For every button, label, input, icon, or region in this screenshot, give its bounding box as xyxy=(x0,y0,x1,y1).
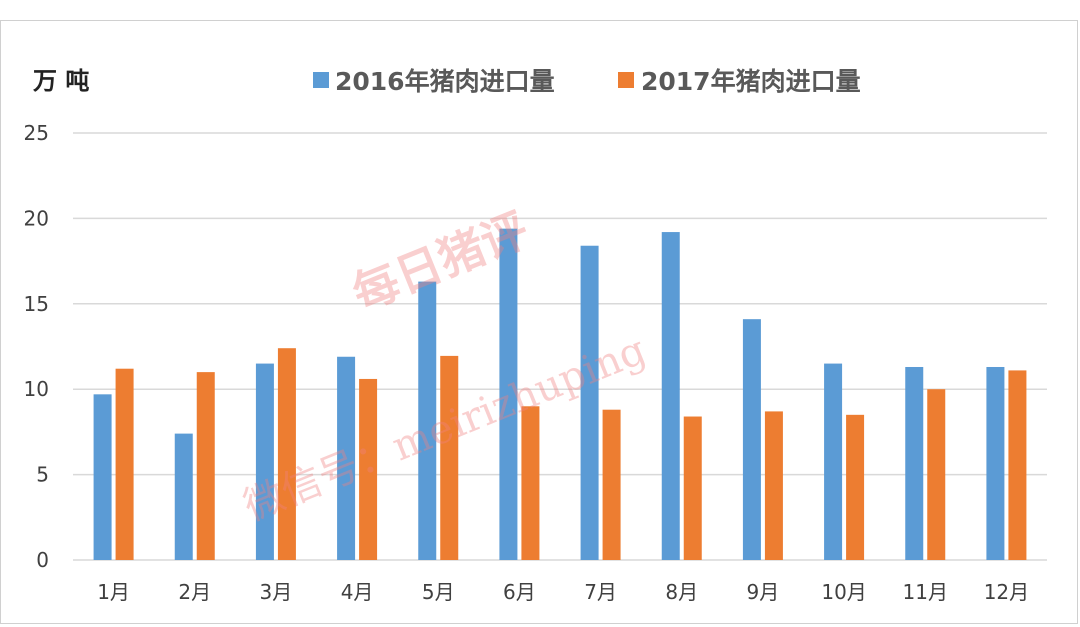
bar-chart: 万 吨 2016年猪肉进口量 2017年猪肉进口量 0 5 10 15 20 25 1月 2… xyxy=(24,67,1047,604)
bars xyxy=(93,228,1027,560)
unit-label: 万 吨 xyxy=(33,67,89,95)
x-tick-label: 1月 xyxy=(97,580,130,604)
bar-2016-7 xyxy=(580,245,599,560)
y-tick-label: 0 xyxy=(36,548,49,572)
x-tick-label: 9月 xyxy=(747,580,780,604)
x-tick-label: 5月 xyxy=(422,580,455,604)
legend-label-2016: 2016年猪肉进口量 xyxy=(335,67,555,96)
x-tick-label: 11月 xyxy=(903,580,948,604)
x-tick-label: 10月 xyxy=(821,580,866,604)
legend-label-2017: 2017年猪肉进口量 xyxy=(641,67,861,96)
x-tick-label: 6月 xyxy=(503,580,536,604)
bar-2017-8 xyxy=(683,416,702,560)
y-tick-label: 10 xyxy=(24,377,49,401)
legend: 2016年猪肉进口量 2017年猪肉进口量 xyxy=(313,67,861,96)
legend-swatch-2017 xyxy=(618,72,634,88)
bar-2016-5 xyxy=(418,281,437,560)
bar-2017-6 xyxy=(521,406,540,560)
bar-2017-10 xyxy=(846,414,865,560)
bar-2016-3 xyxy=(255,363,274,560)
x-tick-label: 4月 xyxy=(341,580,374,604)
bar-2017-2 xyxy=(196,372,215,560)
bar-2016-12 xyxy=(986,366,1005,560)
legend-swatch-2016 xyxy=(313,72,329,88)
bar-2016-11 xyxy=(905,366,924,560)
x-tick-label: 3月 xyxy=(260,580,293,604)
x-tick-label: 2月 xyxy=(178,580,211,604)
chart-frame: 万 吨 2016年猪肉进口量 2017年猪肉进口量 0 5 10 15 20 25 1月 2… xyxy=(0,20,1078,624)
bar-2017-5 xyxy=(440,355,459,560)
x-tick-label: 8月 xyxy=(665,580,698,604)
bar-2016-4 xyxy=(337,356,356,560)
bar-2017-11 xyxy=(927,389,946,560)
bar-2016-6 xyxy=(499,228,518,560)
bar-2017-7 xyxy=(602,409,621,560)
bar-2016-2 xyxy=(174,433,193,560)
bar-2016-8 xyxy=(661,232,680,560)
y-tick-label: 20 xyxy=(24,206,49,230)
bar-2017-3 xyxy=(277,348,296,560)
y-axis-ticks: 0 5 10 15 20 25 xyxy=(24,121,49,572)
bar-2017-4 xyxy=(359,378,378,560)
bar-2016-10 xyxy=(824,363,843,560)
y-tick-label: 5 xyxy=(36,463,49,487)
y-tick-label: 15 xyxy=(24,292,49,316)
x-axis-ticks: 1月 2月 3月 4月 5月 6月 7月 8月 9月 10月 11月 12月 xyxy=(97,580,1029,604)
x-tick-label: 7月 xyxy=(584,580,617,604)
y-tick-label: 25 xyxy=(24,121,49,145)
bar-2017-12 xyxy=(1008,370,1027,560)
bar-2016-9 xyxy=(742,319,761,560)
bar-2016-1 xyxy=(93,394,112,560)
x-tick-label: 12月 xyxy=(984,580,1029,604)
gridlines xyxy=(73,132,1047,561)
bar-2017-9 xyxy=(764,411,783,560)
bar-2017-1 xyxy=(115,368,134,560)
